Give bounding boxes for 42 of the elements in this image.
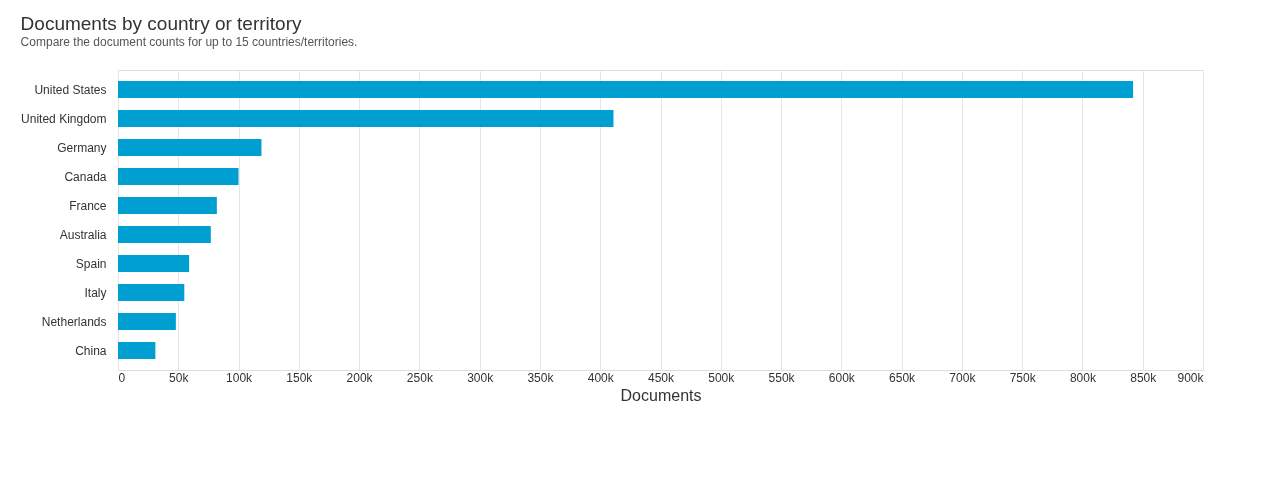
x-tick-label: 500k xyxy=(708,370,736,385)
y-tick-label: Italy xyxy=(84,286,107,300)
bar xyxy=(118,81,1134,98)
y-tick-label: Spain xyxy=(75,257,107,271)
bar xyxy=(118,226,211,243)
x-tick-label: 750k xyxy=(1009,370,1037,385)
x-tick-label: 700k xyxy=(949,370,977,385)
chart-title: Documents by country or territory xyxy=(20,13,302,34)
x-tick-label: 150k xyxy=(286,370,314,385)
bar xyxy=(118,284,185,301)
bar xyxy=(118,313,176,330)
bar xyxy=(118,342,156,359)
x-tick-label: 300k xyxy=(467,370,495,385)
x-tick-label: 350k xyxy=(527,370,555,385)
y-tick-label: Australia xyxy=(59,228,107,242)
y-tick-label: Netherlands xyxy=(41,315,107,329)
x-tick-label: 550k xyxy=(768,370,796,385)
x-tick-label: 650k xyxy=(889,370,917,385)
bar xyxy=(118,197,217,214)
x-tick-label: 0 xyxy=(118,370,126,385)
x-axis-title: Documents xyxy=(620,386,702,404)
x-tick-label: 850k xyxy=(1130,370,1158,385)
bar xyxy=(118,139,262,156)
x-tick-label: 450k xyxy=(647,370,676,385)
x-tick-label: 400k xyxy=(587,370,615,385)
x-tick-label: 200k xyxy=(346,370,374,385)
x-tick-label: 900k xyxy=(1177,370,1205,385)
bar xyxy=(118,255,190,272)
x-tick-label: 800k xyxy=(1069,370,1097,385)
y-tick-label: United States xyxy=(34,83,107,97)
bar xyxy=(118,168,239,185)
chart-subtitle: Compare the document counts for up to 15 countries/territories. xyxy=(20,35,358,49)
y-tick-label: Germany xyxy=(57,141,107,155)
y-tick-label: Canada xyxy=(64,170,107,184)
y-tick-label: France xyxy=(69,199,107,213)
x-tick-label: 600k xyxy=(828,370,856,385)
x-tick-label: 50k xyxy=(169,370,190,385)
bar xyxy=(118,110,614,127)
y-tick-label: China xyxy=(75,344,107,358)
x-tick-label: 250k xyxy=(406,370,434,385)
x-tick-label: 100k xyxy=(226,370,254,385)
y-tick-label: United Kingdom xyxy=(21,112,107,126)
